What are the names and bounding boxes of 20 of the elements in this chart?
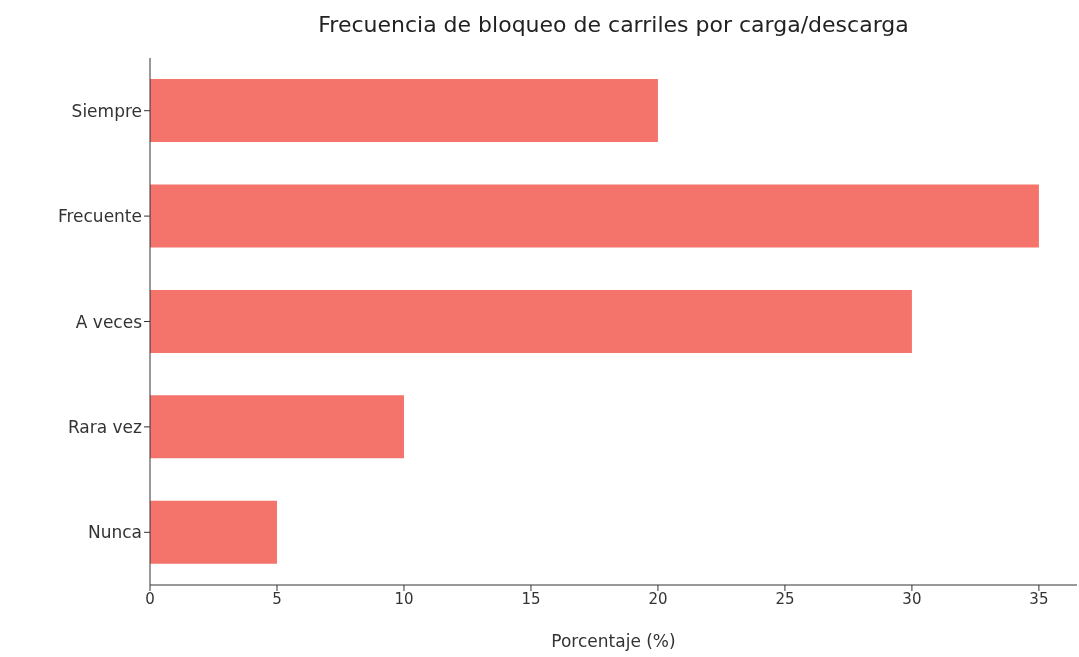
x-axis-title: Porcentaje (%) [551,631,676,651]
x-tick-label: 10 [394,589,414,608]
y-tick-label: A veces [75,311,143,332]
x-tick-label: 35 [1029,589,1049,608]
x-tick-label: 30 [902,589,922,608]
bar [150,500,277,564]
x-tick-label: 0 [145,589,155,608]
bar [150,184,1039,248]
x-tick-label: 15 [521,589,541,608]
bar [150,79,658,143]
bar [150,395,404,459]
x-tick-label: 25 [775,589,795,608]
bar [150,289,912,353]
x-tick-label: 5 [272,589,282,608]
x-tick-label: 20 [648,589,668,608]
y-tick-label: Siempre [71,100,142,121]
chart-title: Frecuencia de bloqueo de carriles por carga/descarga [317,12,910,37]
y-tick-label: Nunca [87,522,142,543]
y-tick-label: Frecuente [57,206,142,227]
y-tick-label: Rara vez [67,416,143,437]
